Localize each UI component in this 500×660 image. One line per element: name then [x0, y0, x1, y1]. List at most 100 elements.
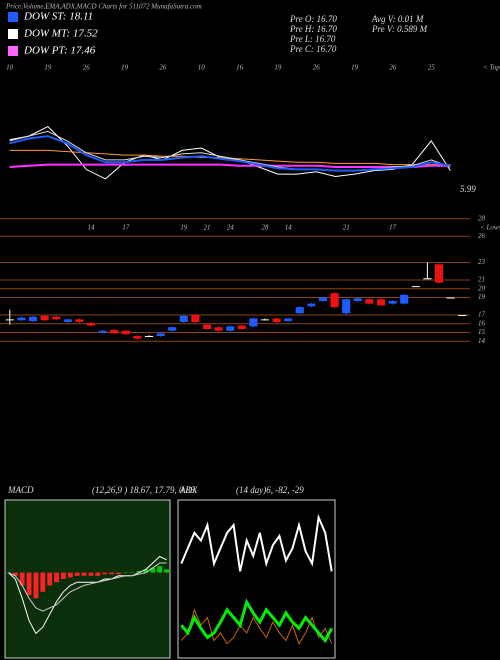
candle-body [28, 316, 38, 322]
legend-swatch [8, 29, 18, 39]
histogram-bar [47, 572, 53, 586]
candle-body [446, 297, 455, 299]
legend-label: DOW MT: 17.52 [23, 28, 98, 40]
candle-body [63, 319, 72, 322]
x-tick-label: 25 [428, 64, 436, 72]
x-tick-label: 19 [121, 64, 129, 72]
candle-body [307, 303, 316, 307]
candle-body [168, 327, 177, 331]
candle-body [434, 264, 444, 283]
candle-body [342, 299, 351, 314]
y-tick-label: 15 [478, 328, 486, 336]
x-tick-label: 28 [262, 224, 270, 232]
candle-body [400, 294, 409, 304]
histogram-bar [12, 572, 18, 576]
y-tick-label: 14 [478, 337, 486, 345]
macd-label: MACD [7, 485, 34, 495]
series-line [9, 149, 451, 166]
candle-body [121, 330, 130, 335]
candle-body [202, 324, 212, 329]
x-tick-label: 19 [180, 224, 188, 232]
x-tick-label: 10 [6, 64, 14, 72]
candle-body [458, 315, 467, 316]
legend-label: DOW ST: 18.11 [23, 11, 93, 23]
series-line [180, 513, 333, 572]
candle-body [226, 326, 235, 331]
candle-body [191, 315, 200, 322]
macd-params: (12,26,9 ) 18.67, 17.79, 0.88 [92, 485, 195, 495]
x-tick-label: 19 [274, 64, 282, 72]
histogram-bar [88, 572, 94, 576]
x-tick-label: 26 [389, 64, 397, 72]
y-tick-label: 19 [478, 293, 486, 301]
y-tick-label: 16 [478, 319, 486, 327]
histogram-bar [67, 572, 73, 578]
candle-body [156, 333, 165, 336]
histogram-bar [143, 569, 149, 573]
series-line [8, 555, 167, 635]
candle-body [295, 307, 304, 314]
candle-body [179, 315, 188, 322]
histogram-bar [150, 567, 156, 573]
x-tick-label: 21 [343, 224, 350, 232]
chart-title: Price,Volume,EMA,ADX,MACD Charts for 511… [5, 3, 202, 11]
candle-body [353, 298, 362, 301]
x-tick-label: 14 [88, 224, 96, 232]
candle-body [214, 327, 223, 331]
histogram-bar [19, 572, 25, 586]
last-price: 5.99 [460, 184, 476, 194]
y-tick-label: 20 [478, 284, 486, 292]
x-tick-label: 26 [313, 64, 321, 72]
stat: Pre H: 16.70 [289, 24, 337, 34]
candle-body [40, 315, 49, 321]
x-tick-label: 21 [204, 224, 211, 232]
candle-body [17, 317, 26, 321]
candle-body [144, 336, 154, 337]
candle-body [75, 319, 84, 322]
candle-body [98, 330, 107, 333]
x-tick-label: 19 [351, 64, 359, 72]
x-tick-label: 16 [236, 64, 244, 72]
histogram-bar [74, 572, 80, 576]
y-tick-label: 21 [478, 276, 485, 284]
histogram-bar [122, 572, 128, 574]
candle-body [52, 316, 61, 320]
legend-swatch [8, 46, 18, 56]
macd-panel [4, 499, 171, 659]
stat: Pre V: 0.589 M [371, 24, 428, 34]
legend-label: DOW PT: 17.46 [23, 45, 96, 57]
histogram-bar [164, 569, 169, 573]
y-tick-label: 23 [478, 258, 486, 266]
candle-body [284, 318, 293, 322]
adx-panel [177, 499, 336, 659]
adx-params: (14 day)6, -82, -29 [236, 485, 304, 495]
histogram-bar [95, 572, 101, 576]
legend-swatch [8, 12, 18, 22]
histogram-bar [102, 572, 108, 575]
candle-body [330, 293, 339, 308]
x-tick-label: 26 [159, 64, 167, 72]
candle-body [318, 297, 328, 301]
candle-body [133, 336, 142, 339]
candle-body [5, 319, 14, 321]
x-tick-label: 19 [44, 64, 52, 72]
histogram-bar [157, 566, 163, 573]
series-line [180, 598, 334, 644]
stat: Pre O: 16.70 [289, 14, 337, 24]
x-tick-label: 24 [227, 224, 235, 232]
candle-body [110, 329, 119, 334]
stat: Pre L: 16.70 [289, 34, 336, 44]
series-line [8, 562, 167, 612]
histogram-bar [136, 570, 142, 573]
x-tick-label: 10 [198, 64, 206, 72]
y-tick-label: 28 [478, 214, 486, 222]
histogram-bar [40, 572, 46, 592]
lows-label: < Lows [480, 224, 500, 232]
series-line [180, 608, 333, 645]
x-tick-label: 26 [83, 64, 91, 72]
y-tick-label: 26 [478, 232, 486, 240]
histogram-bar [81, 572, 87, 576]
candle-body [237, 325, 246, 329]
